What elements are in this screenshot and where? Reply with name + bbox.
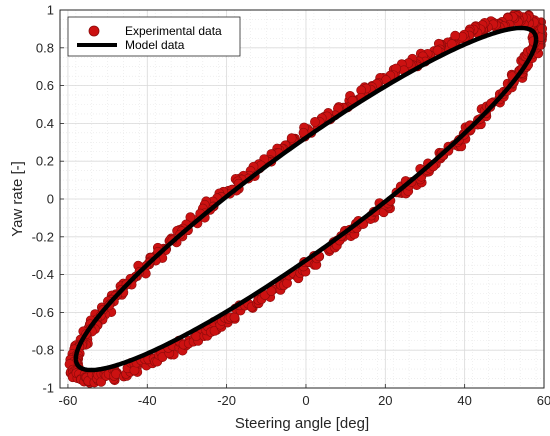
x-tick-label: 20 — [378, 393, 392, 408]
y-tick-label: -0.8 — [32, 343, 54, 358]
y-tick-label: 0 — [47, 192, 54, 207]
legend-marker-experimental — [88, 25, 100, 37]
experimental-data-point — [310, 117, 320, 127]
y-tick-label: 1 — [47, 3, 54, 18]
legend-box — [67, 16, 241, 57]
x-tick-label: 0 — [302, 393, 309, 408]
y-tick-label: 0.2 — [36, 154, 54, 169]
y-axis-label: Yaw rate [-] — [9, 161, 26, 237]
legend-label-experimental: Experimental data — [125, 24, 222, 38]
x-axis-ticks: -60 -40 -20 0 20 40 60 — [59, 384, 550, 408]
y-axis-ticks: -1 -0.8 -0.6 -0.4 -0.2 0 0.2 0.4 0.6 0.8 1 — [32, 3, 64, 396]
y-tick-label: -0.2 — [32, 229, 54, 244]
x-tick-label: -20 — [217, 393, 236, 408]
experimental-data-point — [450, 30, 461, 41]
experimental-data-point — [286, 133, 297, 144]
y-tick-label: 0.8 — [36, 40, 54, 55]
model-data-line — [73, 25, 539, 373]
x-tick-label: 40 — [457, 393, 471, 408]
x-tick-label: -40 — [138, 393, 157, 408]
x-tick-label: 60 — [537, 393, 550, 408]
y-tick-label: 0.6 — [36, 78, 54, 93]
y-tick-label: -1 — [42, 381, 54, 396]
experimental-data-point — [185, 212, 196, 223]
y-tick-label: 0.4 — [36, 116, 54, 131]
legend: Experimental data Model data — [67, 16, 241, 57]
y-tick-label: -0.6 — [32, 305, 54, 320]
y-tick-label: -0.4 — [32, 267, 54, 282]
legend-label-model: Model data — [125, 38, 185, 52]
model-data-path — [73, 25, 539, 373]
experimental-data-point — [537, 23, 548, 34]
x-tick-label: -60 — [59, 393, 78, 408]
x-axis-label: Steering angle [deg] — [235, 415, 369, 432]
